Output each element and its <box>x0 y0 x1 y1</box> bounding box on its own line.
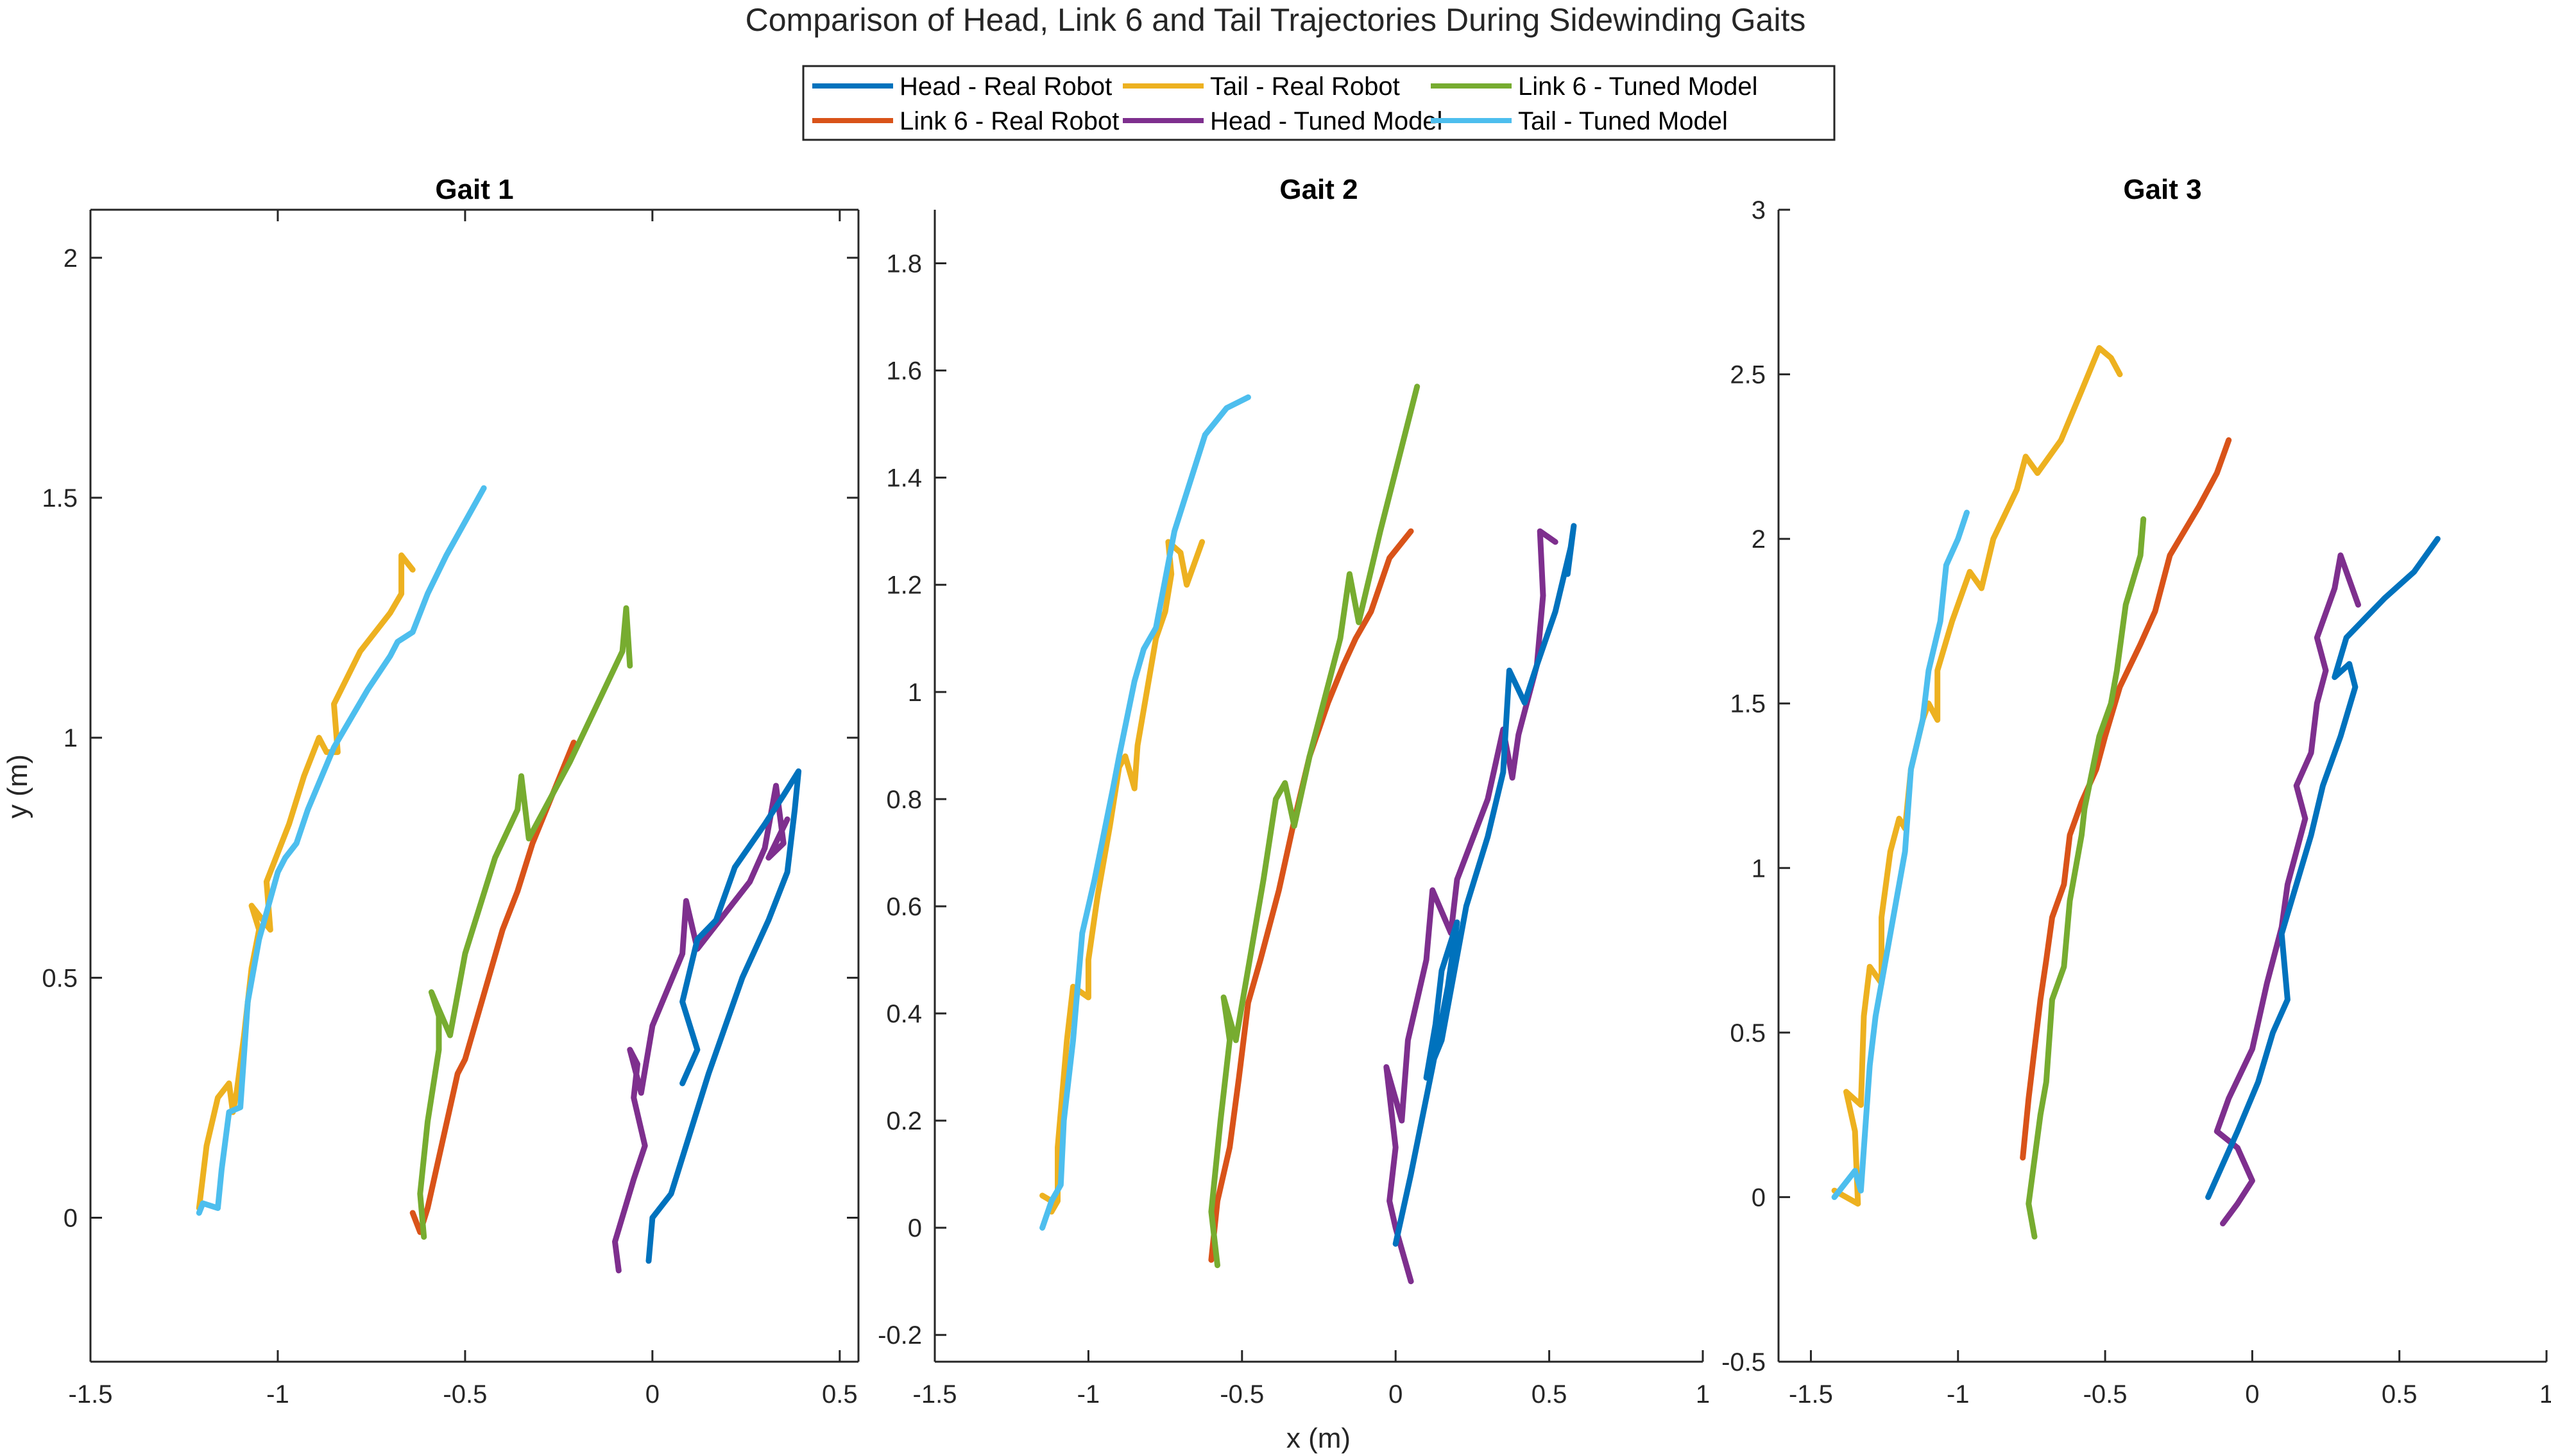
figure-title: Comparison of Head, Link 6 and Tail Traj… <box>746 2 1806 38</box>
x-tick-label: -1.5 <box>69 1380 113 1409</box>
subplot-gait-3: Gait 3 -1.5 -1 -0.5 0 0.5 1 -0.5 0 0.5 1 1.5 2 2.5 3 <box>1721 174 2551 1409</box>
x-tick-label: -1 <box>1947 1380 1970 1409</box>
y-tick-label: 2.5 <box>1730 361 1766 389</box>
series-link6_real <box>2020 437 2232 1161</box>
y-tick-label: 0.6 <box>886 893 922 921</box>
axes: -1.5 -1 -0.5 0 0.5 1 -0.5 0 0.5 1 1.5 2 2.5 3 <box>1721 196 2551 1409</box>
series-tail_model <box>1039 394 1251 1231</box>
x-tick-label: 0 <box>1388 1380 1403 1409</box>
series-link6_model <box>1208 384 1421 1269</box>
subplot-gait-2: Gait 2 -1.5 -1 -0.5 0 0.5 1 -0.2 0 0.2 0.4 0.6 0.8 1 1… <box>878 174 1710 1409</box>
x-tick-label: 0 <box>2245 1380 2259 1409</box>
legend-label-tail_model: Tail - Tuned Model <box>1518 107 1728 135</box>
y-tick-label: 1 <box>1752 854 1766 883</box>
y-tick-label: 1.4 <box>886 464 922 493</box>
series-link6_model <box>2026 516 2147 1240</box>
legend-label-link6_real: Link 6 - Real Robot <box>900 107 1119 135</box>
y-tick-label: 1.6 <box>886 357 922 385</box>
y-tick-label: 1 <box>908 679 922 707</box>
legend-label-tail_real: Tail - Real Robot <box>1210 72 1400 101</box>
y-tick-label: 2 <box>64 244 78 273</box>
trajectory-lines <box>196 485 802 1274</box>
y-tick-label: 2 <box>1752 525 1766 554</box>
x-tick-label: -1.5 <box>913 1380 957 1409</box>
series-tail_model <box>196 485 487 1216</box>
subplot-title: Gait 1 <box>435 174 513 205</box>
legend-label-head_real: Head - Real Robot <box>900 72 1112 101</box>
series-head_real <box>1392 523 1577 1247</box>
y-tick-label: 0.5 <box>42 964 78 992</box>
subplot-title: Gait 2 <box>1279 174 1358 205</box>
y-tick-label: -0.5 <box>1721 1348 1766 1376</box>
subplot-gait-1: Gait 1 -1.5 -1 -0.5 0 0.5 0 0.5 1 1.5 2 <box>42 174 860 1409</box>
legend-entry-tail_model: Tail - Tuned Model <box>1431 107 1728 135</box>
y-tick-label: 1.2 <box>886 571 922 600</box>
series-head_model <box>612 783 790 1274</box>
x-axis-label: x (m) <box>1286 1423 1351 1454</box>
legend-label-link6_model: Link 6 - Tuned Model <box>1518 72 1758 101</box>
y-tick-label: 0.4 <box>886 1000 922 1028</box>
x-tick-label: -0.5 <box>2083 1380 2128 1409</box>
series-link6_real <box>1208 528 1414 1263</box>
y-tick-label: 0 <box>908 1214 922 1242</box>
legend-entry-link6_real: Link 6 - Real Robot <box>812 107 1119 135</box>
y-tick-label: 0 <box>64 1205 78 1233</box>
x-tick-label: 1 <box>1696 1380 1710 1409</box>
x-tick-label: 1 <box>2539 1380 2551 1409</box>
legend-label-head_model: Head - Tuned Model <box>1210 107 1442 135</box>
legend-box <box>802 65 1836 141</box>
y-tick-label: 3 <box>1752 196 1766 224</box>
legend-entry-link6_model: Link 6 - Tuned Model <box>1431 72 1758 101</box>
y-tick-label: 0.8 <box>886 786 922 814</box>
series-head_real <box>2205 536 2441 1200</box>
y-tick-label: 0.2 <box>886 1107 922 1135</box>
trajectory-lines <box>1831 345 2441 1240</box>
series-tail_model <box>1831 509 1970 1200</box>
y-tick-label: 0.5 <box>1730 1019 1766 1047</box>
axes: -1.5 -1 -0.5 0 0.5 1 -0.2 0 0.2 0.4 0.6 0.8 1 1.2 1.4 1… <box>878 210 1710 1409</box>
subplot-title: Gait 3 <box>2123 174 2201 205</box>
x-tick-label: 0.5 <box>2382 1380 2418 1409</box>
y-tick-label: 1.5 <box>1730 690 1766 718</box>
legend-entry-head_real: Head - Real Robot <box>812 72 1112 101</box>
y-tick-label: 1 <box>64 724 78 752</box>
x-tick-label: 0 <box>645 1380 660 1409</box>
x-tick-label: 0.5 <box>1531 1380 1567 1409</box>
y-tick-label: 1.8 <box>886 250 922 278</box>
legend-entry-head_model: Head - Tuned Model <box>1123 107 1442 135</box>
legend: Head - Real Robot Link 6 - Real Robot Tail… <box>802 65 1836 141</box>
y-tick-label: 1.5 <box>42 484 78 512</box>
x-tick-label: -1 <box>266 1380 289 1409</box>
x-tick-label: -1 <box>1077 1380 1100 1409</box>
legend-entry-tail_real: Tail - Real Robot <box>1123 72 1400 101</box>
x-tick-label: -1.5 <box>1789 1380 1833 1409</box>
series-tail_real <box>1831 345 2123 1207</box>
x-tick-label: 0.5 <box>822 1380 858 1409</box>
x-tick-label: -0.5 <box>1220 1380 1264 1409</box>
series-link6_real <box>409 740 577 1235</box>
axes: -1.5 -1 -0.5 0 0.5 0 0.5 1 1.5 2 <box>42 208 860 1409</box>
y-tick-label: 0 <box>1752 1183 1766 1212</box>
series-link6_model <box>417 605 633 1240</box>
y-axis-label: y (m) <box>2 754 33 818</box>
x-tick-label: -0.5 <box>443 1380 487 1409</box>
trajectory-lines <box>1039 384 1577 1285</box>
y-tick-label: -0.2 <box>878 1321 922 1350</box>
